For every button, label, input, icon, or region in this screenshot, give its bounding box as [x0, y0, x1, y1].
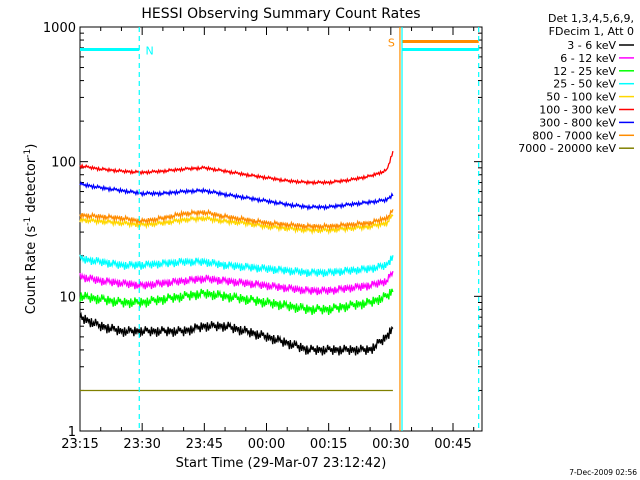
- legend-entry: 6 - 12 keV: [560, 52, 616, 65]
- legend-entry: 800 - 7000 keV: [532, 129, 616, 142]
- legend-entry: 12 - 25 keV: [553, 65, 616, 78]
- y-axis-label: Count Rate (s-1 detector-1): [23, 144, 39, 315]
- series-line: [79, 181, 394, 212]
- series-layer: [79, 150, 394, 392]
- series-line: [79, 208, 394, 232]
- flag-annotation: S: [388, 37, 395, 50]
- legend-entry: 3 - 6 keV: [567, 39, 616, 52]
- legend-header-line-1: Det 1,3,4,5,6,9,: [548, 12, 634, 25]
- y-axis: 1 10 100 1000: [43, 21, 482, 440]
- x-tick-label: 23:30: [123, 437, 160, 452]
- series-line: [79, 150, 394, 186]
- y-tick-label: 1: [68, 425, 76, 440]
- x-axis: 23:15 23:30 23:45 00:00 00:15 00:30 00:45: [61, 27, 475, 452]
- y-axis-label-part2: detector: [24, 157, 39, 217]
- legend-entry: 50 - 100 keV: [546, 91, 616, 104]
- y-tick-label: 10: [59, 290, 76, 305]
- x-tick-label: 00:30: [372, 437, 409, 452]
- x-axis-label: Start Time (29-Mar-07 23:12:42): [176, 456, 387, 471]
- x-tick-label: 23:15: [61, 437, 98, 452]
- y-axis-label-part3: ): [24, 144, 39, 149]
- x-tick-label: 00:45: [434, 437, 471, 452]
- x-tick-label: 00:15: [310, 437, 347, 452]
- series-line: [79, 311, 394, 356]
- plot-frame: [79, 26, 483, 432]
- y-axis-label-sup1: -1: [23, 217, 33, 226]
- series-line: [79, 270, 394, 296]
- plot-axes: [79, 26, 483, 432]
- x-tick-label: 23:45: [186, 437, 223, 452]
- series-line: [79, 288, 394, 315]
- y-tick-label: 100: [51, 156, 76, 171]
- flag-annotation: N: [145, 45, 153, 58]
- y-axis-label-sup2: -1: [23, 149, 33, 158]
- x-tick-label: 00:00: [248, 437, 285, 452]
- legend: Det 1,3,4,5,6,9, FDecim 1, Att 0 3 - 6 k…: [518, 12, 634, 155]
- y-tick-label: 1000: [43, 21, 76, 36]
- y-axis-label-part1: Count Rate (s: [24, 226, 39, 315]
- legend-header-line-2: FDecim 1, Att 0: [549, 25, 634, 38]
- legend-entry: 7000 - 20000 keV: [518, 142, 616, 155]
- series-line: [79, 254, 394, 278]
- legend-entry: 25 - 50 keV: [553, 78, 616, 91]
- legend-entry: 100 - 300 keV: [539, 104, 616, 117]
- markers-layer: NS: [80, 27, 480, 431]
- chart-title: HESSI Observing Summary Count Rates: [141, 6, 420, 22]
- legend-entry: 300 - 800 keV: [539, 116, 616, 129]
- timestamp-footer: 7-Dec-2009 02:56: [569, 468, 637, 477]
